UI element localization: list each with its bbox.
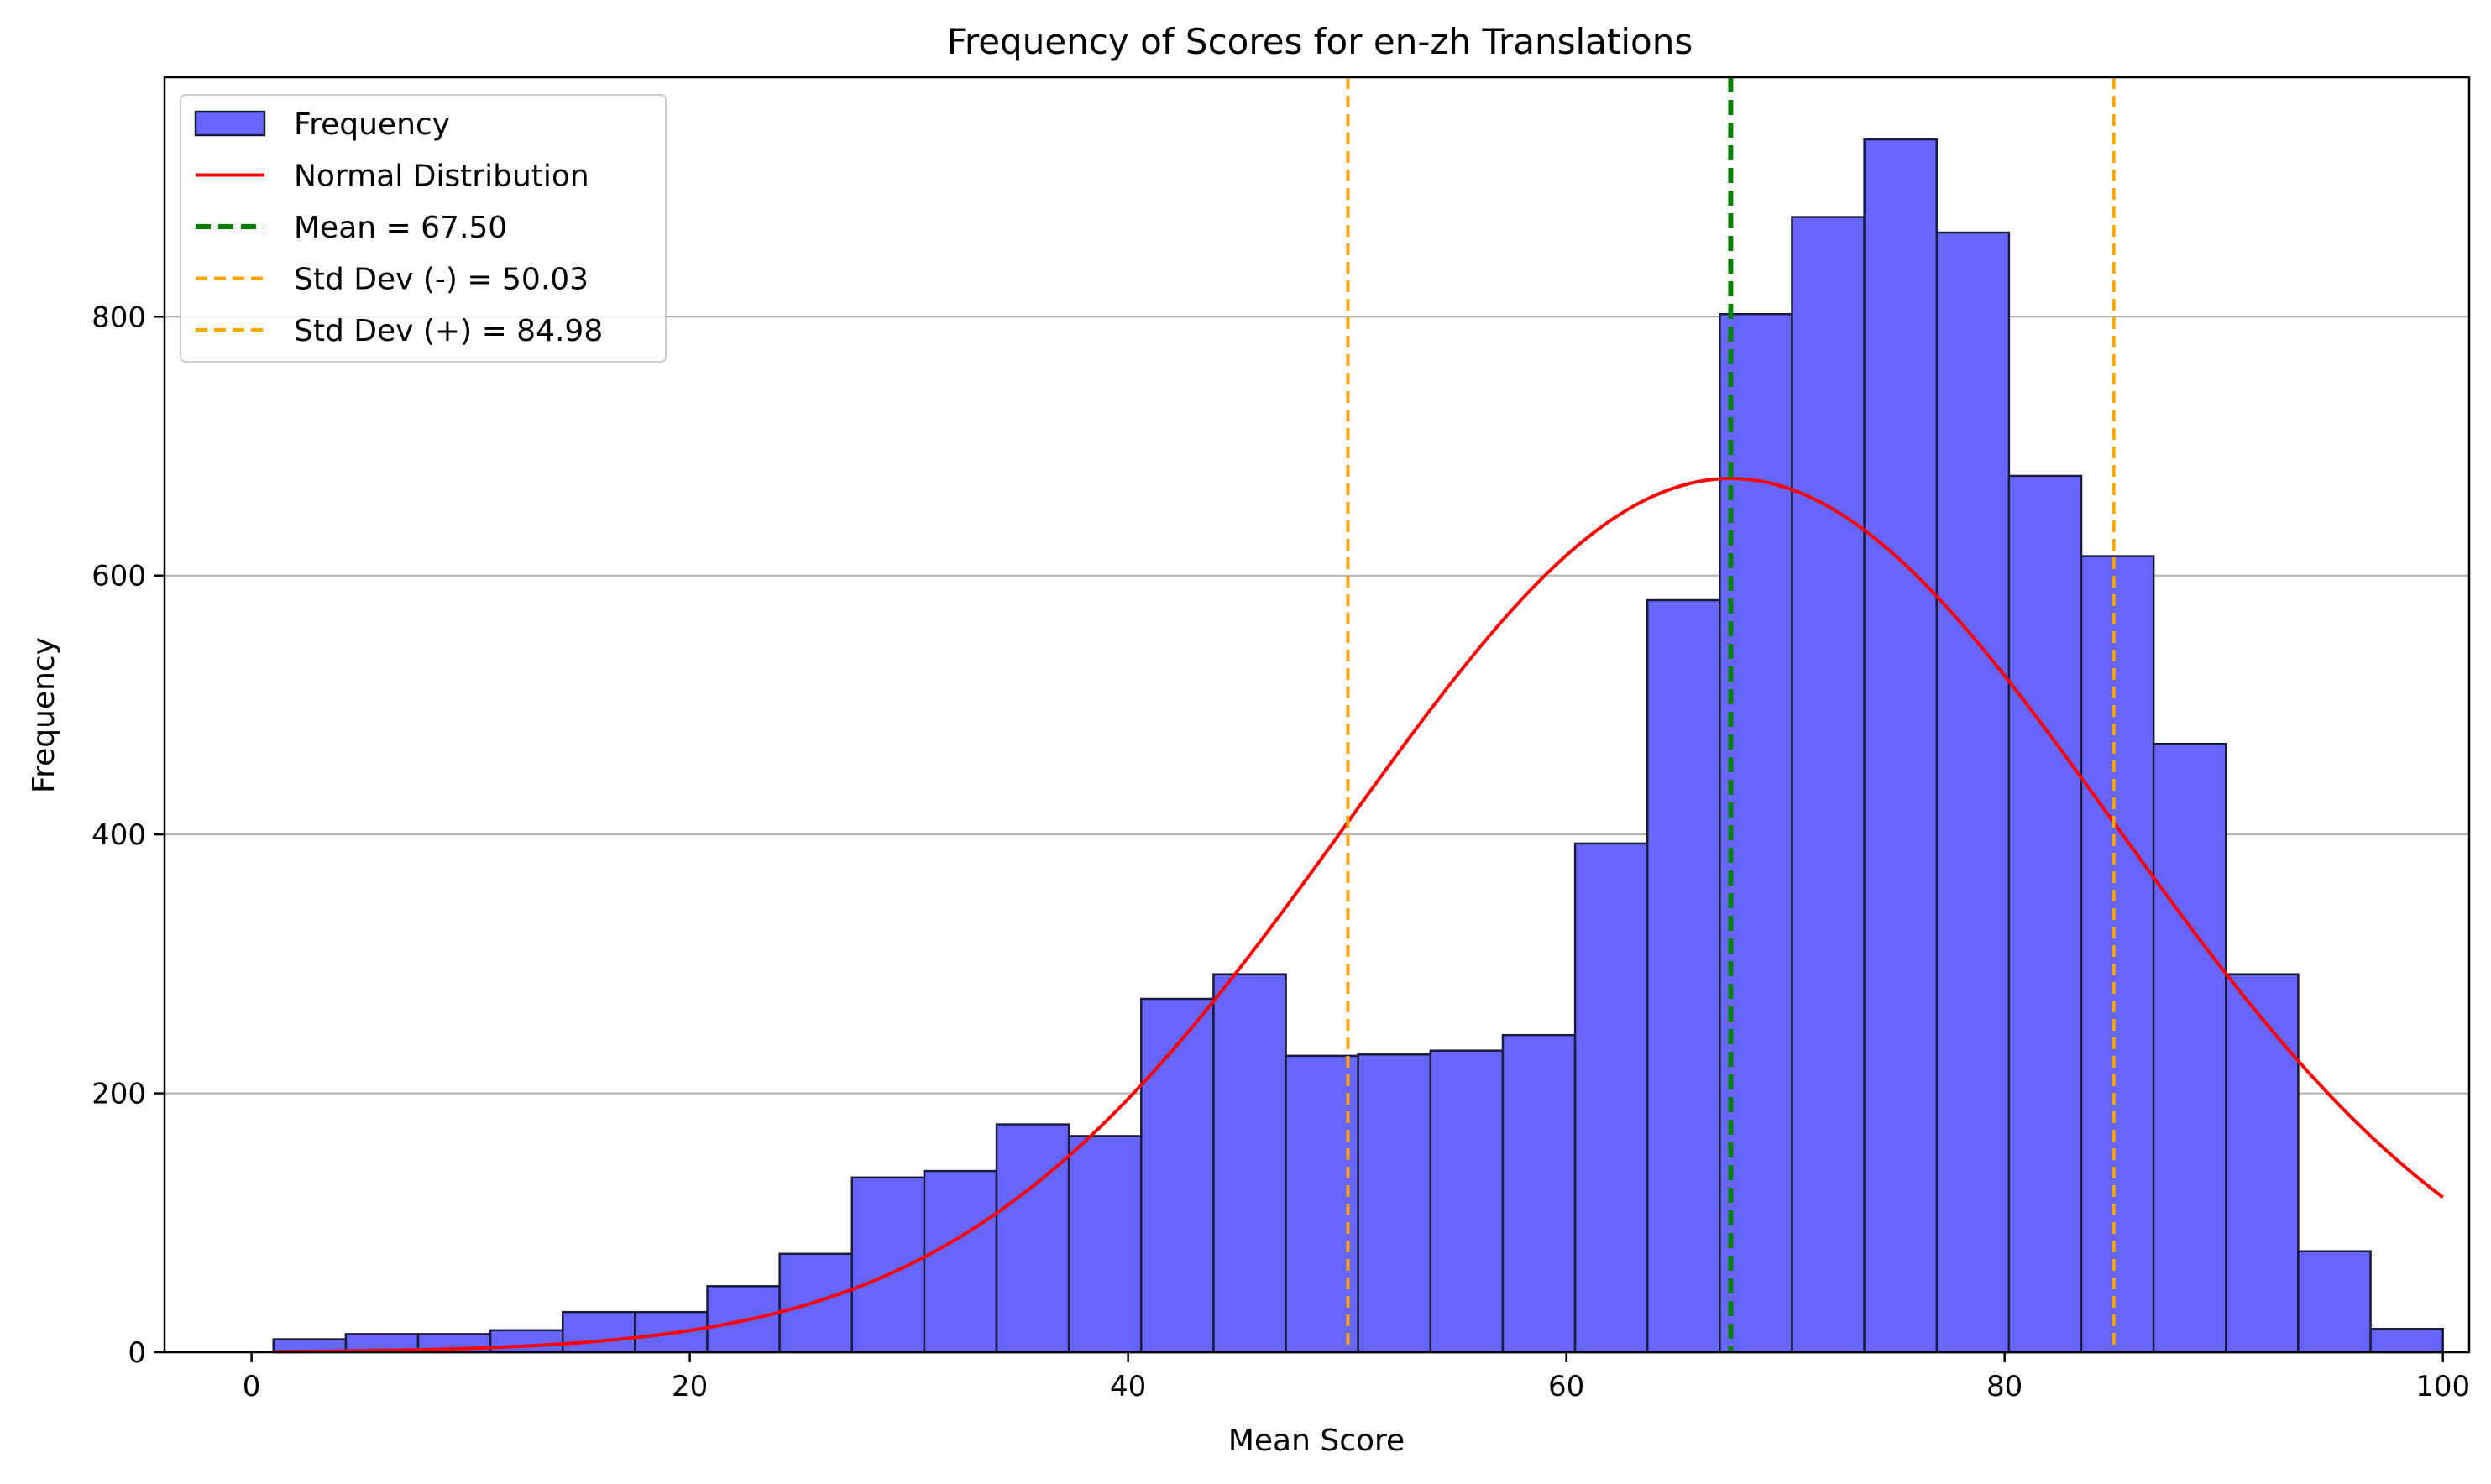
legend-label: Frequency (294, 107, 450, 142)
plot-area-frame (163, 76, 2471, 1354)
legend-swatch-frequency (194, 110, 266, 137)
histogram-bars (272, 138, 2444, 1354)
reference-lines (1346, 77, 2116, 1352)
legend-label: Std Dev (+) = 84.98 (294, 314, 603, 348)
histogram-bar (2225, 973, 2300, 1354)
histogram-bar (1067, 1135, 1143, 1354)
histogram-bar (923, 1169, 998, 1354)
x-tick-label: 20 (672, 1370, 708, 1403)
legend-label: Std Dev (-) = 50.03 (294, 263, 589, 297)
normal-curve-layer (273, 477, 2444, 1354)
legend: Frequency Normal Distribution Mean = 67.50… (180, 94, 667, 363)
x-axis-ticks: 0 20 40 60 80 100 (243, 1352, 2470, 1403)
histogram-bar (1935, 231, 2011, 1354)
histogram-bar (561, 1310, 636, 1354)
histogram-bar (2152, 742, 2227, 1354)
y-axis-label: Frequency (27, 637, 61, 793)
x-tick-label: 0 (243, 1370, 261, 1403)
legend-box (180, 94, 667, 363)
y-tick-label: 400 (92, 818, 146, 852)
histogram-bar (1501, 1033, 1577, 1354)
histogram-bar (995, 1123, 1070, 1354)
x-axis-label: Mean Score (1228, 1424, 1405, 1458)
normal-distribution-curve (273, 477, 2444, 1354)
histogram-bar (1429, 1049, 1505, 1354)
y-tick-label: 800 (92, 300, 146, 334)
histogram-bar (2369, 1327, 2444, 1354)
histogram-bar (1140, 997, 1215, 1354)
y-tick-label: 200 (92, 1078, 146, 1111)
histogram-bar (1863, 138, 1939, 1354)
x-tick-label: 60 (1548, 1370, 1584, 1403)
chart-title: Frequency of Scores for en-zh Translatio… (947, 21, 1693, 62)
y-tick-label: 0 (128, 1336, 146, 1370)
x-tick-label: 80 (1986, 1370, 2023, 1403)
histogram-bar (1285, 1054, 1359, 1354)
x-tick-label: 100 (2415, 1370, 2470, 1403)
y-axis-ticks: 0 200 400 600 800 (92, 300, 165, 1370)
histogram-bar (2080, 555, 2155, 1354)
y-tick-label: 600 (92, 560, 146, 593)
histogram-bar (2297, 1250, 2372, 1354)
histogram-bar (850, 1176, 926, 1354)
histogram-bar (2007, 474, 2083, 1354)
legend-label: Normal Distribution (294, 159, 589, 194)
histogram-bar (1791, 216, 1866, 1354)
histogram-bar (1212, 973, 1287, 1354)
histogram-bar (1357, 1053, 1432, 1354)
x-tick-label: 40 (1110, 1370, 1146, 1403)
histogram-bar (489, 1329, 564, 1354)
histogram-bar (1646, 598, 1721, 1354)
histogram-bar (1573, 842, 1649, 1354)
legend-label: Mean = 67.50 (294, 211, 507, 245)
